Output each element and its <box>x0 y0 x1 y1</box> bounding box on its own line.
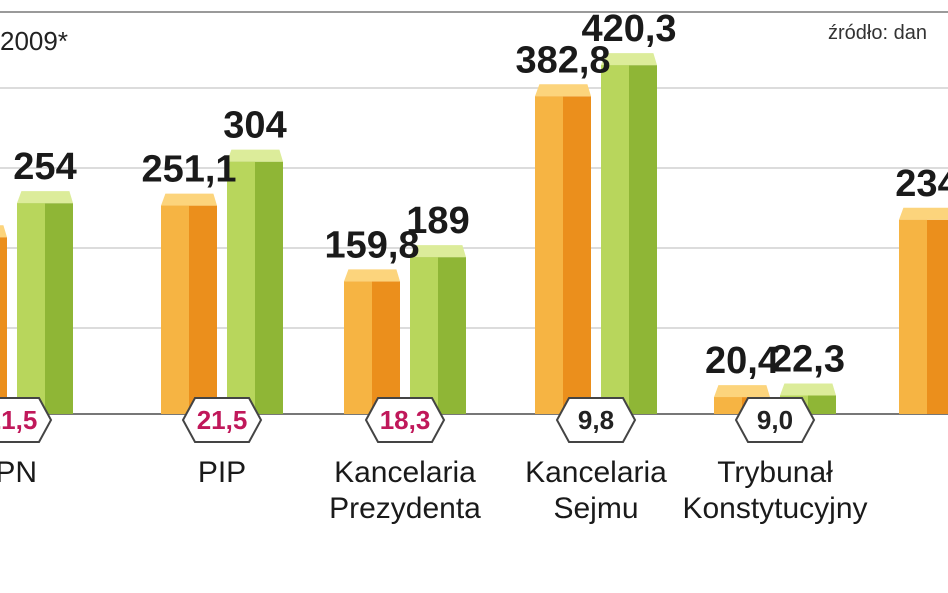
badge-hexagon <box>734 397 816 443</box>
bar-top <box>17 191 73 204</box>
bar-highlight <box>161 205 189 414</box>
value-label: 254 <box>13 146 76 188</box>
category-label: Kancelaria <box>525 456 667 489</box>
bar <box>344 269 400 414</box>
category-label: Sejmu <box>553 492 638 525</box>
ratio-badge: 18,3 <box>364 397 446 443</box>
subtitle: 2009* <box>0 26 68 56</box>
bar-highlight <box>899 219 927 414</box>
badge-hexagon <box>181 397 263 443</box>
badge-value: 21,5 <box>0 405 37 435</box>
bar <box>227 149 283 414</box>
category-label: PIP <box>198 456 246 489</box>
bar-top <box>0 225 7 238</box>
bar-top <box>899 207 948 220</box>
bar <box>161 193 217 414</box>
value-label: 420,3 <box>581 8 676 50</box>
bar-top <box>780 383 836 396</box>
value-label: 189 <box>406 200 469 242</box>
category-label: Trybunał <box>717 456 833 489</box>
bar-top <box>161 193 217 206</box>
badges: 21,5 21,5 18,3 9,8 9,0 <box>0 397 816 443</box>
ratio-badge: 21,5 <box>0 397 53 443</box>
badge-hexagon <box>555 397 637 443</box>
bar-top <box>535 84 591 97</box>
bar-highlight <box>601 65 629 414</box>
bar-top <box>410 245 466 258</box>
value-label: 304 <box>223 105 286 147</box>
category-label: Konstytucyjny <box>682 492 867 525</box>
bar-highlight <box>17 203 45 414</box>
bar-top <box>601 53 657 66</box>
bar-front <box>0 237 7 414</box>
bar-highlight <box>535 96 563 414</box>
source-note: źródło: dan <box>828 22 927 44</box>
ratio-badge: 9,0 <box>734 397 816 443</box>
value-labels: 3254251,1304159,8189382,8420,320,422,323… <box>13 8 948 382</box>
badge-hexagon <box>364 397 446 443</box>
bar <box>535 84 591 414</box>
bars <box>0 53 948 414</box>
value-label: 159,8 <box>324 224 419 266</box>
value-label: 251,1 <box>141 149 236 191</box>
badge-value: 9,0 <box>757 405 793 435</box>
category-label: Prezydenta <box>329 492 481 525</box>
badge-value: 21,5 <box>197 405 248 435</box>
value-label: 382,8 <box>515 39 610 81</box>
badge-value: 9,8 <box>578 405 614 435</box>
value-label: 234 <box>895 163 948 205</box>
category-label: IPN <box>0 456 37 489</box>
value-label: 22,3 <box>771 338 845 380</box>
ratio-badge: 21,5 <box>181 397 263 443</box>
bar-top <box>714 385 770 398</box>
category-labels: IPNPIPKancelariaPrezydentaKancelariaSejm… <box>0 456 868 525</box>
bar-highlight <box>227 161 255 414</box>
ratio-badge: 9,8 <box>555 397 637 443</box>
category-label: Kancelaria <box>334 456 476 489</box>
bar-top <box>344 269 400 282</box>
bar <box>410 245 466 414</box>
value-label: 20,4 <box>705 340 779 382</box>
bar-highlight <box>410 257 438 414</box>
gridlines <box>0 11 948 415</box>
bar-top <box>227 149 283 162</box>
bar <box>601 53 657 414</box>
bar <box>0 225 7 414</box>
bar-highlight <box>714 397 742 414</box>
bar-highlight <box>344 281 372 414</box>
bar <box>17 191 73 414</box>
badge-hexagon <box>0 397 53 443</box>
bar <box>899 207 948 414</box>
badge-value: 18,3 <box>380 405 431 435</box>
